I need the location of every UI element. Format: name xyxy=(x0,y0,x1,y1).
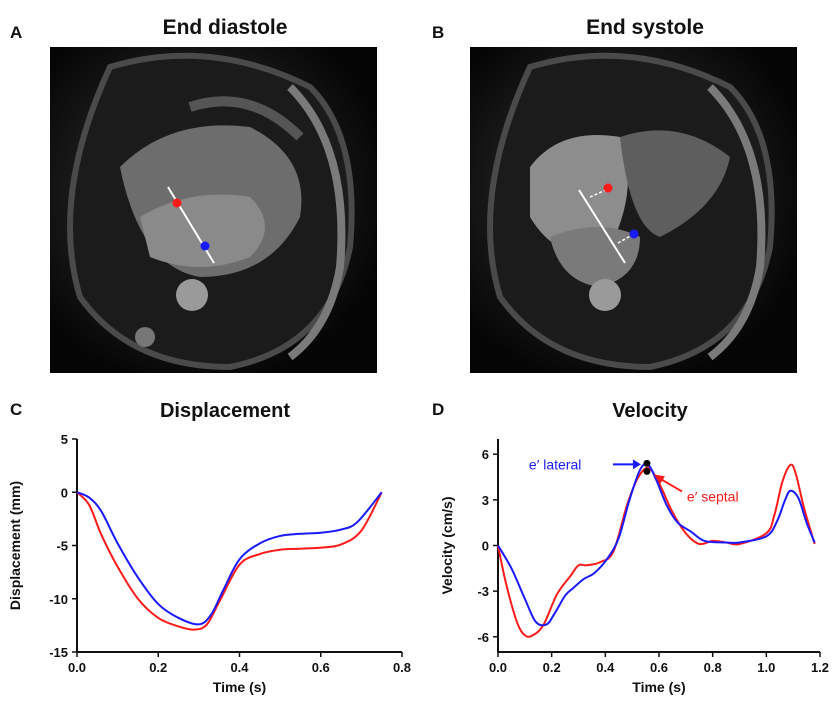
x-tick-label: 0.6 xyxy=(650,660,668,675)
y-tick-label: 5 xyxy=(61,432,68,447)
chart-title: Displacement xyxy=(160,400,290,422)
y-tick-label: -15 xyxy=(49,645,68,660)
x-tick-label: 0.4 xyxy=(596,660,615,675)
y-tick-label: 3 xyxy=(482,493,489,508)
velocity-chart: Velocity 0.0 0.2 0.4 0.6 0.8 1.0 1.2 6 3 0 -3 -6 Time… xyxy=(439,400,829,695)
series-line-blue xyxy=(497,462,816,627)
series-line-red xyxy=(76,491,383,631)
x-tick-label: 0.8 xyxy=(704,660,722,675)
x-tick-label: 0.0 xyxy=(489,660,507,675)
y-axis-label: Velocity (cm/s) xyxy=(439,496,455,594)
mri-scan-graphic xyxy=(50,47,377,373)
panel-letter-c: C xyxy=(10,400,23,419)
chart-title: Velocity xyxy=(612,400,688,422)
x-tick-label: 0.6 xyxy=(312,660,330,675)
panel-title-a: End diastole xyxy=(162,16,288,39)
series-line-blue xyxy=(76,491,383,626)
y-tick-label: -10 xyxy=(49,592,68,607)
y-axis-label: Displacement (mm) xyxy=(7,481,23,610)
x-axis-label: Time (s) xyxy=(213,679,266,695)
y-tick-label: -5 xyxy=(56,539,68,554)
x-tick-label: 1.2 xyxy=(811,660,829,675)
x-tick-label: 0.0 xyxy=(68,660,86,675)
x-axis-label: Time (s) xyxy=(632,679,685,695)
y-tick-label: 0 xyxy=(61,485,68,500)
panel-letter-b: B xyxy=(432,23,445,42)
displacement-chart: Displacement 0.0 0.2 0.4 0.6 0.8 5 0 -5 -10 -15 Tim… xyxy=(7,400,411,695)
x-tick-label: 0.2 xyxy=(543,660,561,675)
mri-image-end-diastole xyxy=(50,47,377,373)
panel-title-b: End systole xyxy=(586,16,704,39)
x-tick-label: 0.4 xyxy=(230,660,249,675)
x-tick-label: 0.2 xyxy=(149,660,167,675)
e-septal-label: e′ septal xyxy=(687,488,739,504)
mri-scan-graphic xyxy=(470,47,797,373)
y-tick-label: 6 xyxy=(482,447,489,462)
panel-letter-a: A xyxy=(10,23,23,42)
series-line-red xyxy=(497,463,816,638)
y-tick-label: -6 xyxy=(477,630,489,645)
x-tick-label: 1.0 xyxy=(757,660,775,675)
e-septal-point xyxy=(643,467,651,475)
y-tick-label: 0 xyxy=(482,539,489,554)
e-lateral-label: e′ lateral xyxy=(529,456,581,472)
mri-image-end-systole xyxy=(470,47,797,373)
y-tick-label: -3 xyxy=(477,584,489,599)
panel-letter-d: D xyxy=(432,400,445,419)
e-lateral-point xyxy=(643,459,651,467)
e-lateral-arrowhead xyxy=(632,459,641,470)
e-septal-arrowhead xyxy=(653,474,665,485)
x-tick-label: 0.8 xyxy=(393,660,411,675)
